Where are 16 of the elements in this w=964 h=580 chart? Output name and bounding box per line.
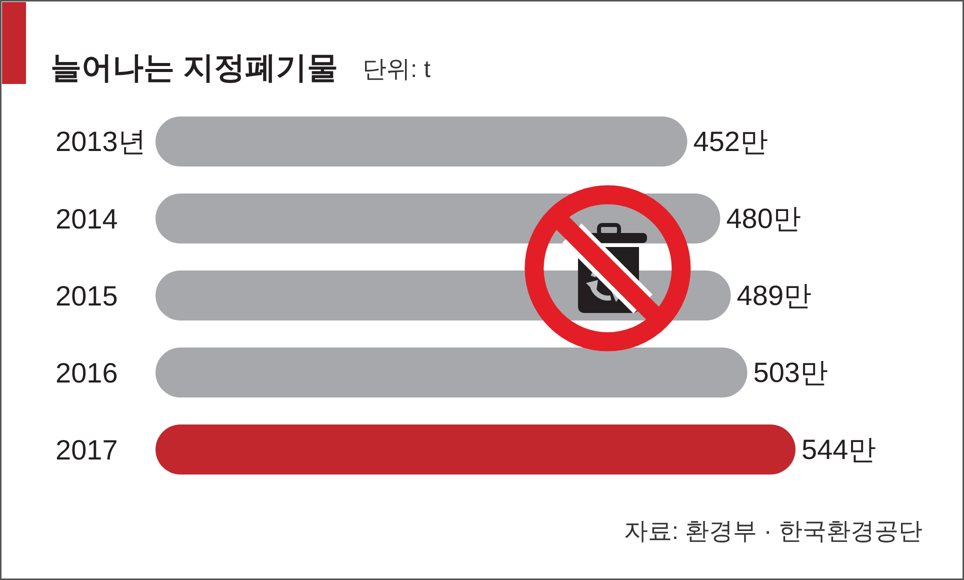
chart-title: 늘어나는 지정폐기물 bbox=[50, 50, 338, 85]
bar bbox=[156, 116, 688, 166]
data-label: 480만 bbox=[726, 203, 801, 234]
y-tick-label: 2017 bbox=[56, 434, 118, 466]
y-tick-label: 2016 bbox=[56, 358, 118, 388]
bar bbox=[156, 424, 796, 474]
text: 자료: 환경부 · 한국환경공단 bbox=[624, 518, 923, 545]
data-label: 544만 bbox=[802, 434, 876, 465]
data-label: 503만 bbox=[753, 357, 828, 388]
y-tick-label: 2015 bbox=[56, 280, 118, 312]
chart-subtitle: 단위: t bbox=[362, 56, 431, 83]
data-label: 489만 bbox=[736, 280, 812, 311]
data-label: 452만 bbox=[693, 126, 768, 157]
y-tick-label: 2014 bbox=[56, 204, 118, 234]
y-tick-label: 2013년 bbox=[56, 126, 146, 157]
bar bbox=[156, 348, 748, 398]
